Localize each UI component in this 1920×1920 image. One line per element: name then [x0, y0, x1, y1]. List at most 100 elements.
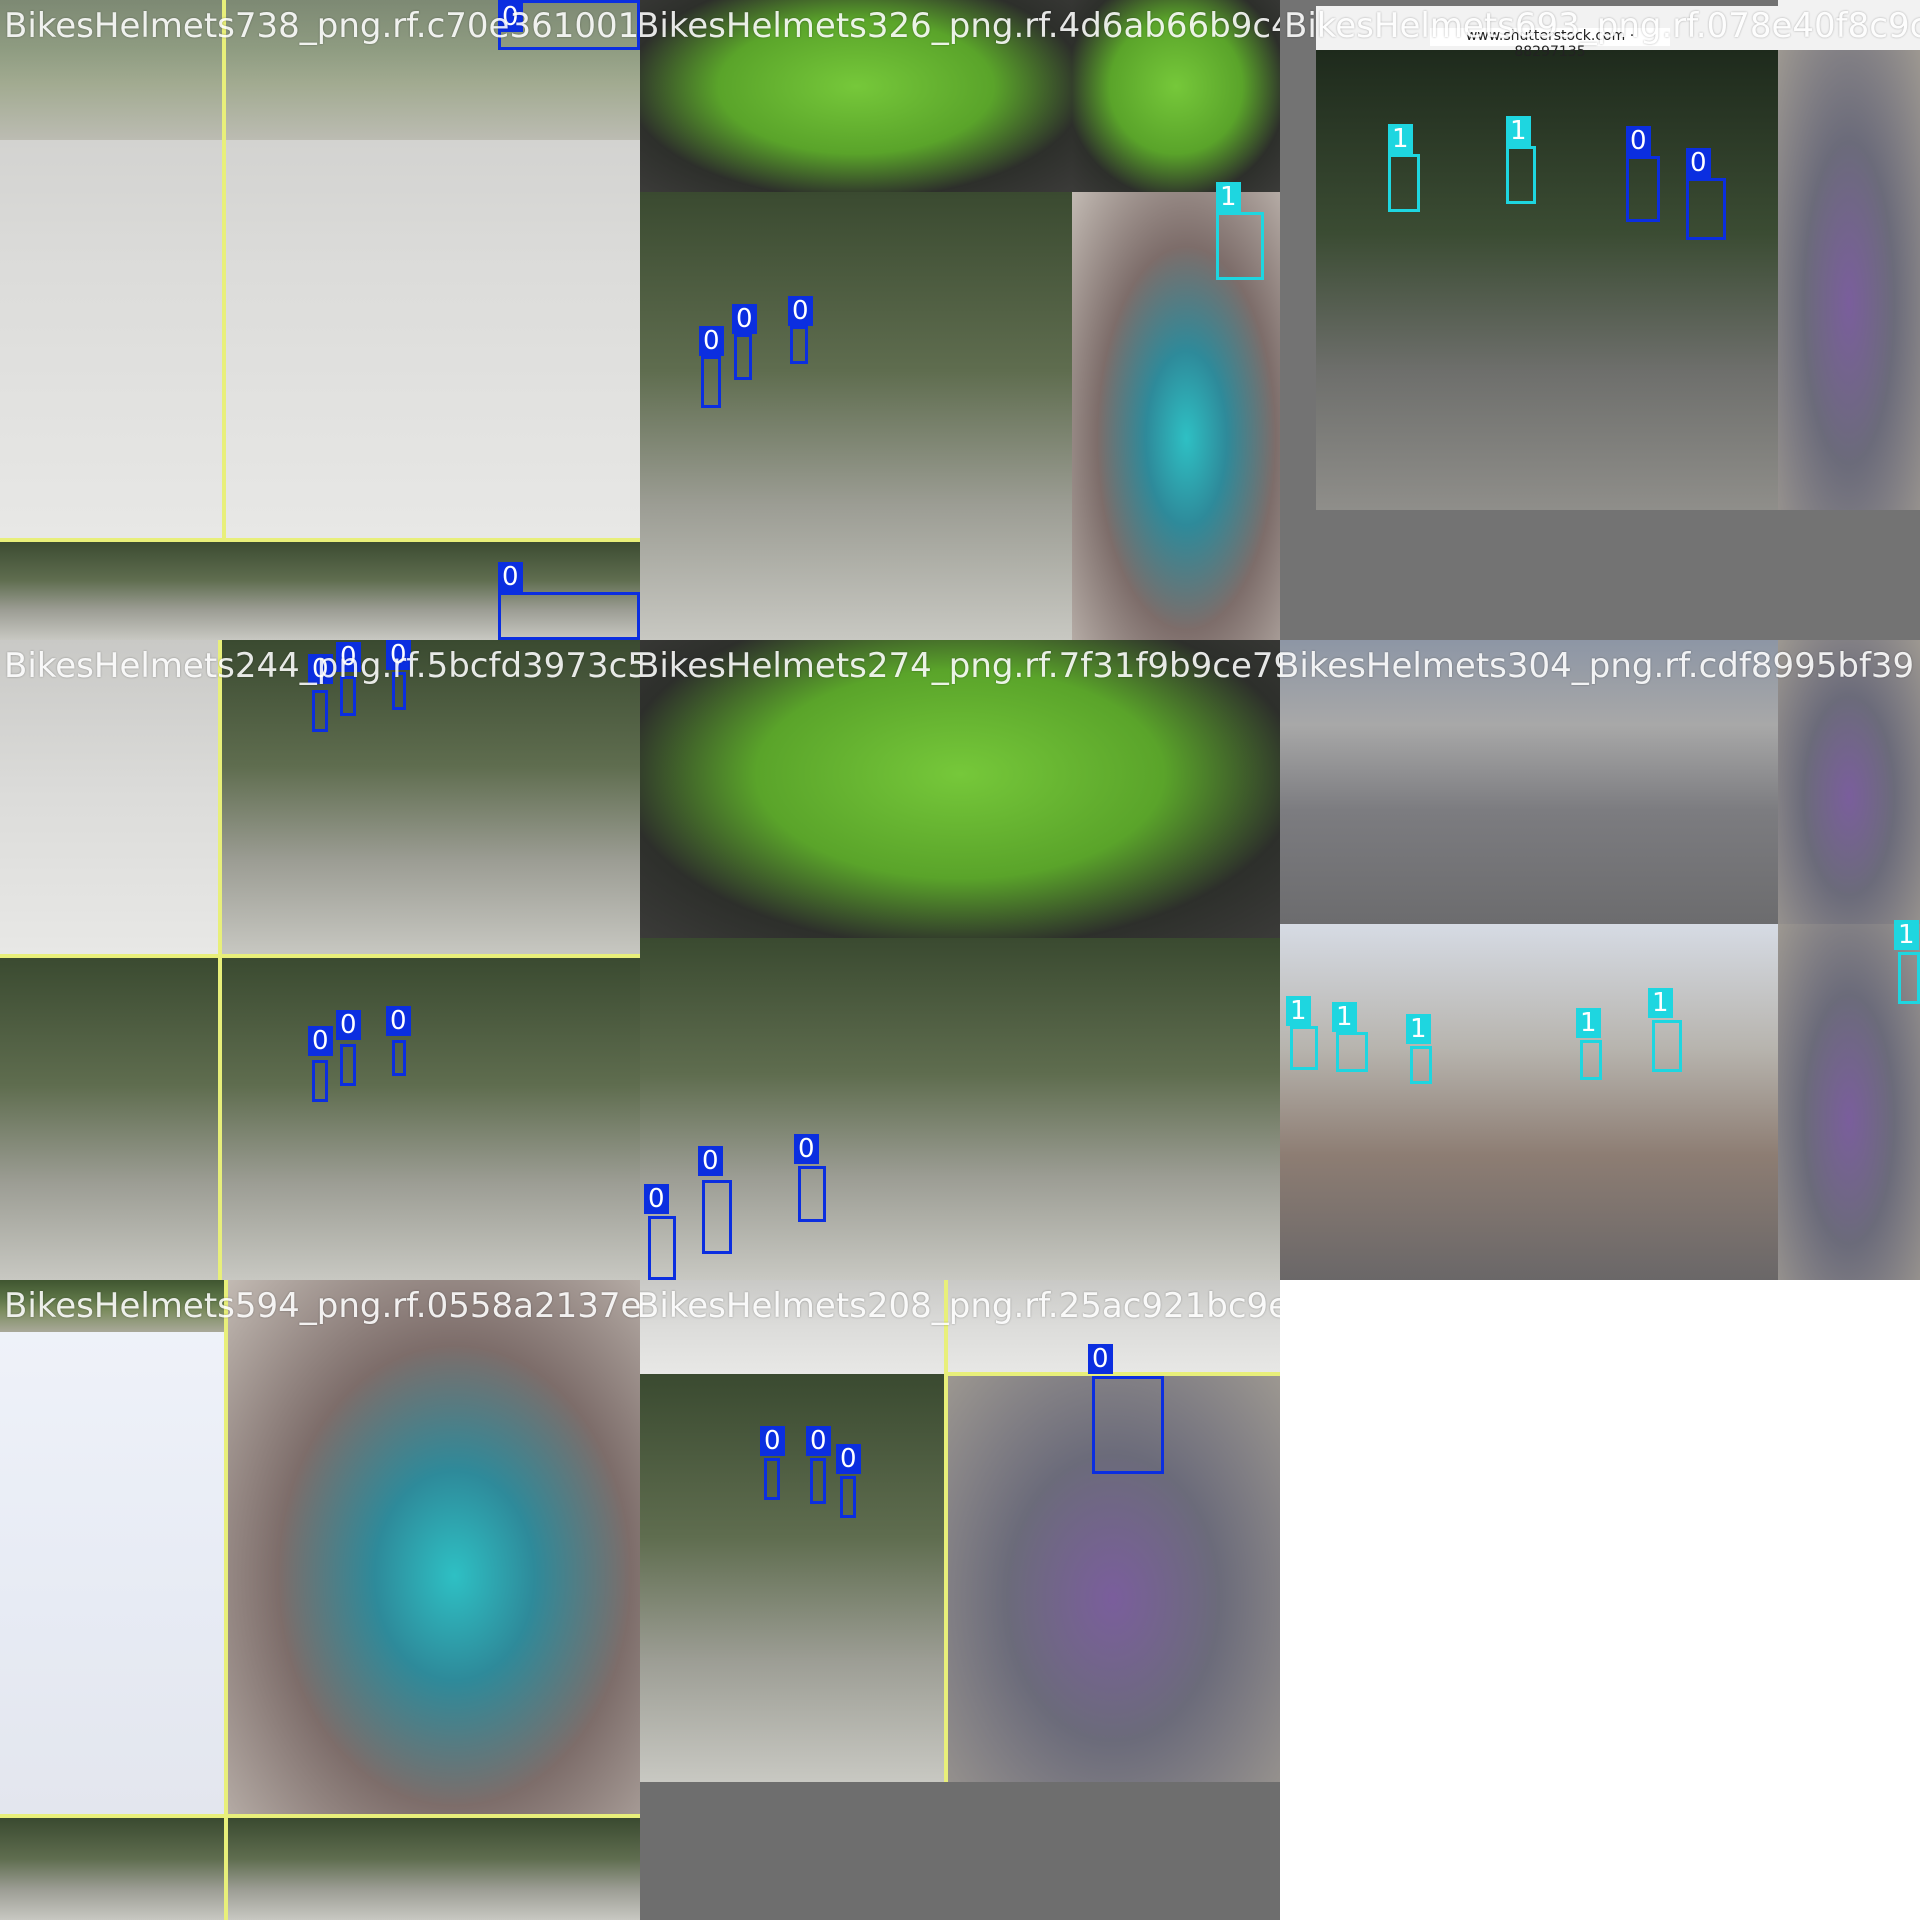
padding-area — [640, 1782, 1280, 1920]
image-crop-hedge — [0, 0, 640, 140]
bbox-label: 0 — [760, 1426, 785, 1456]
image-crop-green-motorbike — [1072, 0, 1280, 192]
mosaic-tile-5: 0 0 0 BikesHelmets274_png.rf.7f31f9b9ce7… — [640, 640, 1280, 1280]
image-filename: BikesHelmets594_png.rf.0558a2137e6338c5f — [4, 1286, 640, 1326]
bbox-label: 0 — [1686, 148, 1711, 178]
mosaic-seam — [0, 954, 640, 958]
image-filename: BikesHelmets274_png.rf.7f31f9b9ce79c1be2 — [640, 646, 1280, 686]
bbox-label: 0 — [732, 304, 757, 334]
image-crop-scooter-rider — [228, 1280, 640, 1818]
image-crop-cycle-path-truck — [640, 938, 1280, 1280]
bbox-label: 1 — [1648, 988, 1673, 1018]
bbox-class-0 — [498, 592, 640, 640]
mosaic-tile-2: 0 0 0 1 BikesHelmets326_png.rf.4d6ab66b9… — [640, 0, 1280, 640]
bbox-label: 0 — [698, 1146, 723, 1176]
image-filename: BikesHelmets326_png.rf.4d6ab66b9c4c6a8b6 — [640, 6, 1280, 46]
bbox-class-0 — [340, 1044, 356, 1086]
watermark-text: www.shutterstock.com · 88297135 — [1430, 28, 1670, 60]
bbox-label: 0 — [386, 640, 411, 670]
mosaic-tile-1: 0 0 BikesHelmets738_png.rf.c70e361001 — [0, 0, 640, 640]
image-crop-scooter-rider — [1072, 192, 1280, 640]
mosaic-tile-4: 0 0 0 0 0 0 BikesHelmets244_png.rf.5bcfd… — [0, 640, 640, 1280]
bbox-class-0 — [701, 356, 721, 408]
mosaic-seam — [218, 640, 222, 1280]
bbox-label: 0 — [308, 1026, 333, 1056]
bbox-class-1 — [1290, 1026, 1318, 1070]
image-crop-crowd-riders — [1280, 924, 1778, 1280]
bbox-label: 0 — [308, 654, 333, 684]
image-crop-cycle-path — [220, 956, 640, 1280]
bbox-class-1 — [1898, 952, 1920, 1004]
bbox-class-0 — [1686, 178, 1726, 240]
bbox-class-0 — [702, 1180, 732, 1254]
bbox-class-0 — [648, 1216, 676, 1280]
bbox-label: 1 — [1286, 996, 1311, 1026]
mosaic-tile-8: 0 0 0 0 BikesHelmets208_png.rf.25ac921bc… — [640, 1280, 1280, 1920]
bbox-label: 0 — [788, 296, 813, 326]
mosaic-seam — [0, 1814, 640, 1818]
bbox-label: 1 — [1894, 920, 1919, 950]
bbox-class-0 — [798, 1166, 826, 1222]
bbox-class-0 — [790, 326, 808, 364]
bbox-label: 0 — [386, 1006, 411, 1036]
bbox-class-1 — [1410, 1046, 1432, 1084]
image-crop-scooter-traffic — [1280, 640, 1778, 924]
bbox-label: 0 — [1626, 126, 1651, 156]
image-filename: BikesHelmets738_png.rf.c70e361001 — [4, 6, 640, 46]
bbox-label: 0 — [794, 1134, 819, 1164]
bbox-class-1 — [1388, 154, 1420, 212]
bbox-class-1 — [1216, 212, 1264, 280]
image-filename: BikesHelmets208_png.rf.25ac921bc9e0ded89 — [640, 1286, 1280, 1326]
image-crop-cyclist-wheel — [0, 640, 220, 956]
image-crop-white-band — [1778, 0, 1920, 50]
bbox-class-1 — [1506, 146, 1536, 204]
bbox-class-1 — [1580, 1040, 1602, 1080]
image-crop-motorbike-family — [946, 1374, 1280, 1782]
bbox-label: 0 — [836, 1444, 861, 1474]
bbox-class-1 — [1336, 1032, 1368, 1072]
bbox-class-0 — [764, 1458, 780, 1500]
image-crop-motorbike-kids — [1778, 640, 1920, 924]
bbox-label: 0 — [1088, 1344, 1113, 1374]
image-filename: BikesHelmets304_png.rf.cdf8995bf39 — [1280, 646, 1915, 686]
bbox-class-0 — [392, 672, 406, 710]
image-crop-cycle-path — [640, 192, 1072, 640]
bbox-class-0 — [734, 334, 752, 380]
image-crop-cycle-path — [0, 956, 220, 1280]
mosaic-seam — [222, 0, 226, 540]
mosaic-seam — [224, 1280, 228, 1920]
mosaic-seam — [0, 538, 640, 542]
bbox-label: 0 — [699, 326, 724, 356]
bbox-label: 1 — [1388, 124, 1413, 154]
bbox-label: 0 — [336, 642, 361, 672]
bbox-label: 0 — [644, 1184, 669, 1214]
mosaic-tile-7: BikesHelmets594_png.rf.0558a2137e6338c5f — [0, 1280, 640, 1920]
bbox-label: 0 — [806, 1426, 831, 1456]
mosaic-tile-6: 1 1 1 1 1 1 BikesHelmets304_png.rf.cdf89… — [1280, 640, 1920, 1280]
bbox-class-0 — [1626, 156, 1660, 222]
bbox-class-1 — [1652, 1020, 1682, 1072]
bbox-class-0 — [312, 690, 328, 732]
bbox-class-0 — [810, 1458, 826, 1504]
bbox-label: 1 — [1332, 1002, 1357, 1032]
image-crop-motorbike — [1778, 924, 1920, 1280]
bbox-label: 0 — [336, 1010, 361, 1040]
image-crop-road — [640, 1280, 1280, 1374]
mosaic-tile-3: www.shutterstock.com · 88297135 1 1 0 0 … — [1280, 0, 1920, 640]
bbox-label: 0 — [498, 2, 523, 32]
image-crop-motorbike-kids — [1778, 50, 1920, 510]
image-filename: BikesHelmets693_png.rf.078e40f8c9c — [1284, 6, 1920, 46]
mosaic-seam — [944, 1280, 948, 1782]
image-crop-bottom — [0, 540, 640, 640]
bbox-class-0 — [1092, 1376, 1164, 1474]
bbox-label: 0 — [498, 562, 523, 592]
image-crop-four-cyclists — [1316, 50, 1778, 510]
image-crop-green-motorbike — [640, 640, 1280, 938]
image-crop-bottom — [0, 1818, 640, 1920]
image-crop-green-motorbike — [640, 0, 1072, 192]
bbox-label: 1 — [1406, 1014, 1431, 1044]
image-crop-cycle-path — [640, 1374, 946, 1782]
image-filename: BikesHelmets244_png.rf.5bcfd3973c5be2e84 — [4, 646, 640, 686]
bbox-class-0 — [340, 676, 356, 716]
image-crop-grass — [0, 1280, 228, 1332]
